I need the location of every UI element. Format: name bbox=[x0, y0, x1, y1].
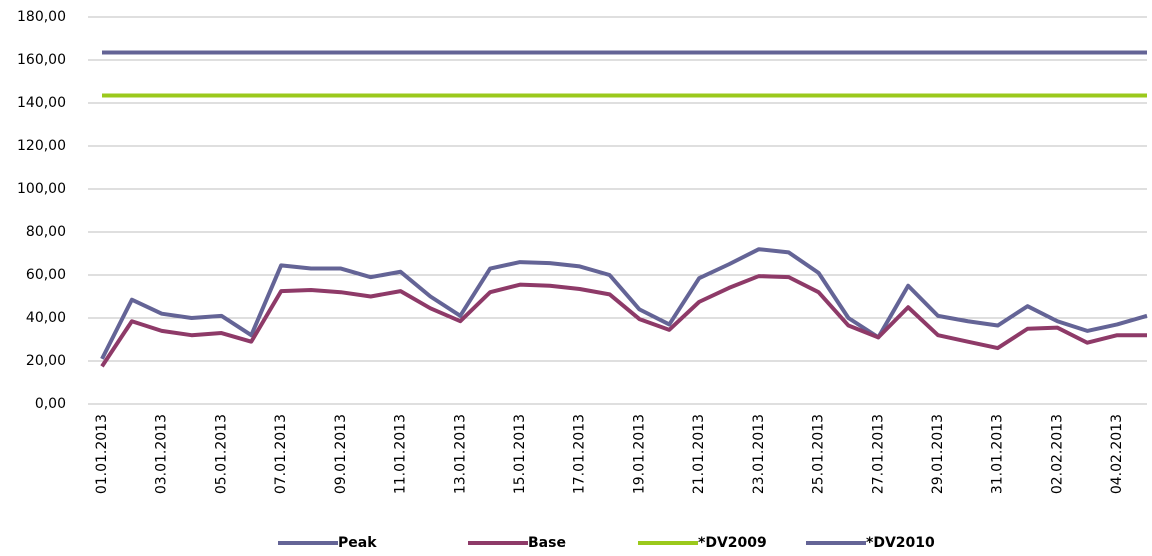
x-tick-label: 03.01.2013 bbox=[154, 414, 170, 494]
x-tick-label: 27.01.2013 bbox=[870, 414, 886, 494]
legend-label: *DV2009 bbox=[698, 535, 767, 551]
y-tick-label: 0,00 bbox=[35, 396, 66, 412]
x-tick-label: 19.01.2013 bbox=[631, 414, 647, 494]
x-tick-label: 07.01.2013 bbox=[273, 414, 289, 494]
y-tick-label: 100,00 bbox=[17, 181, 66, 197]
y-tick-label: 20,00 bbox=[26, 353, 66, 369]
x-tick-label: 01.01.2013 bbox=[94, 414, 110, 494]
y-tick-label: 40,00 bbox=[26, 310, 66, 326]
x-tick-label: 25.01.2013 bbox=[811, 414, 827, 494]
y-tick-label: 120,00 bbox=[17, 138, 66, 154]
x-tick-label: 09.01.2013 bbox=[333, 414, 349, 494]
y-tick-label: 180,00 bbox=[17, 9, 66, 25]
x-tick-label: 05.01.2013 bbox=[213, 414, 229, 494]
x-tick-label: 31.01.2013 bbox=[990, 414, 1006, 494]
series-line bbox=[100, 274, 1147, 368]
x-tick-label: 15.01.2013 bbox=[512, 414, 528, 494]
legend-label: *DV2010 bbox=[866, 535, 935, 551]
x-tick-label: 13.01.2013 bbox=[452, 414, 468, 494]
x-tick-label: 23.01.2013 bbox=[751, 414, 767, 494]
legend-label: Peak bbox=[338, 535, 377, 551]
x-tick-label: 21.01.2013 bbox=[691, 414, 707, 494]
legend-label: Base bbox=[528, 535, 566, 551]
x-tick-label: 29.01.2013 bbox=[930, 414, 946, 494]
y-tick-label: 160,00 bbox=[17, 52, 66, 68]
y-tick-label: 80,00 bbox=[26, 224, 66, 240]
x-tick-label: 11.01.2013 bbox=[393, 414, 409, 494]
series-line bbox=[100, 247, 1148, 360]
y-tick-label: 60,00 bbox=[26, 267, 66, 283]
x-tick-label: 02.02.2013 bbox=[1049, 414, 1065, 494]
x-tick-label: 04.02.2013 bbox=[1109, 414, 1125, 494]
x-tick-label: 17.01.2013 bbox=[572, 414, 588, 494]
y-tick-label: 140,00 bbox=[17, 95, 66, 111]
